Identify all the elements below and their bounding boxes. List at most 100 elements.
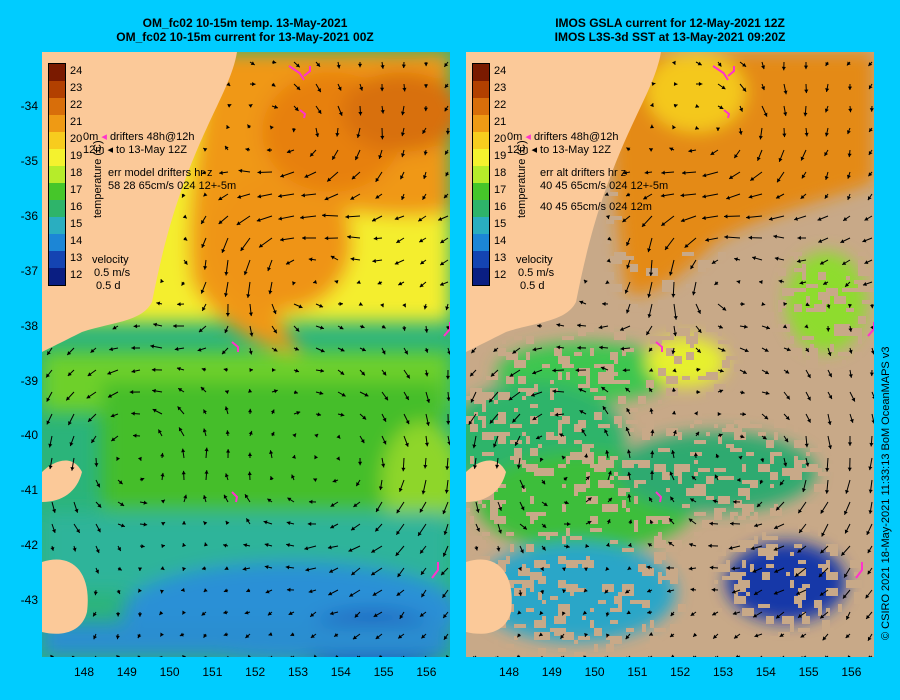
current-arrow-head [50, 546, 55, 551]
missing-data-cell [482, 432, 494, 440]
missing-data-cell [842, 288, 846, 292]
current-arrow-head [669, 471, 674, 476]
current-arrow-head [115, 612, 121, 617]
current-arrow-head [317, 88, 321, 93]
current-arrow-head [807, 396, 811, 401]
current-arrow-head [697, 328, 702, 333]
missing-data-cell [862, 452, 870, 456]
colorbar-tick-label: 22 [494, 99, 507, 111]
missing-data-cell [658, 336, 666, 340]
current-arrow-head [223, 610, 228, 615]
current-arrow [358, 655, 361, 657]
missing-data-cell [590, 620, 594, 628]
missing-data-cell [678, 624, 686, 628]
current-arrow-head [424, 442, 429, 447]
current-arrow-head [447, 441, 450, 446]
current-arrow-head [108, 393, 113, 398]
missing-data-cell [538, 444, 542, 448]
current-arrow-head [291, 128, 296, 133]
velocity-scale-days: 0.5 d [96, 280, 121, 292]
missing-data-cell [610, 476, 614, 480]
current-arrow-head [600, 366, 605, 371]
current-arrow-head [869, 372, 874, 377]
missing-data-cell [558, 428, 562, 436]
current-arrow-head [310, 634, 315, 638]
missing-data-cell [698, 632, 710, 640]
missing-data-cell [574, 588, 586, 592]
colorbar-tick-label: 12 [70, 269, 83, 281]
missing-data-cell [794, 288, 806, 292]
missing-data-cell [562, 336, 574, 340]
missing-data-cell [690, 424, 694, 428]
missing-data-cell [750, 264, 754, 272]
current-arrow-head [684, 243, 689, 248]
current-arrow-head [202, 306, 206, 311]
missing-data-cell [698, 376, 710, 380]
missing-data-cell [710, 264, 714, 268]
current-arrow-head [339, 325, 344, 330]
missing-data-cell [490, 508, 498, 516]
missing-data-cell [866, 608, 874, 616]
missing-data-cell [690, 288, 694, 292]
current-arrow-head [328, 591, 333, 596]
missing-data-cell [590, 388, 598, 392]
missing-data-cell [550, 412, 554, 416]
current-arrow-head [490, 372, 495, 377]
current-arrow-head [867, 636, 872, 641]
missing-data-cell [734, 428, 742, 432]
current-arrow-head [198, 328, 203, 333]
current-arrow-head [826, 304, 831, 309]
current-arrow-head [405, 420, 410, 425]
current-arrow-head [182, 566, 187, 571]
missing-data-cell [482, 452, 494, 456]
current-arrow-head [743, 324, 748, 329]
missing-data-cell [642, 568, 654, 576]
missing-data-cell [546, 532, 558, 536]
missing-data-cell [830, 388, 842, 396]
missing-data-cell [470, 516, 474, 524]
current-arrow-head [201, 243, 206, 248]
current-arrow-head [419, 508, 424, 513]
current-arrow-head [840, 239, 845, 244]
colorbar-swatch [473, 234, 489, 251]
current-arrow-head [219, 170, 223, 175]
missing-data-cell [702, 520, 714, 528]
current-arrow-head [475, 508, 480, 513]
current-arrow-head [605, 215, 610, 219]
velocity-scale-title: velocity [516, 254, 553, 266]
current-arrow-head [696, 389, 701, 395]
current-arrow-head [646, 565, 651, 570]
right-title-line1: IMOS GSLA current for 12-May-2021 12Z [555, 16, 785, 30]
current-arrow-head [181, 470, 186, 475]
missing-data-cell [606, 240, 610, 244]
current-arrow-head [721, 85, 726, 90]
missing-data-cell [630, 264, 638, 272]
current-arrow-head [532, 370, 537, 375]
current-arrow-head [131, 411, 135, 416]
current-arrow-head [539, 457, 544, 462]
current-arrow-head [445, 326, 450, 330]
missing-data-cell [794, 600, 798, 604]
current-arrow-head [820, 260, 825, 265]
missing-data-cell [562, 364, 574, 368]
missing-data-cell [722, 576, 734, 580]
missing-data-cell [770, 452, 782, 456]
missing-data-cell [806, 360, 818, 368]
latitude-tick-label: -42 [20, 538, 38, 553]
current-arrow [606, 655, 609, 657]
current-arrow-head [381, 324, 386, 329]
missing-data-cell [830, 376, 842, 384]
current-arrow-head [625, 387, 630, 392]
missing-data-cell [574, 640, 578, 644]
current-arrow-head [739, 107, 743, 112]
missing-data-cell [858, 260, 866, 268]
missing-data-cell [722, 404, 730, 408]
missing-data-cell [594, 364, 606, 368]
current-arrow-head [286, 587, 291, 592]
missing-data-cell [790, 348, 802, 356]
current-arrow-head [120, 523, 125, 528]
missing-data-cell [846, 624, 854, 628]
missing-data-cell [530, 496, 534, 504]
current-arrow-head [541, 546, 546, 551]
current-arrow-head [398, 634, 403, 639]
